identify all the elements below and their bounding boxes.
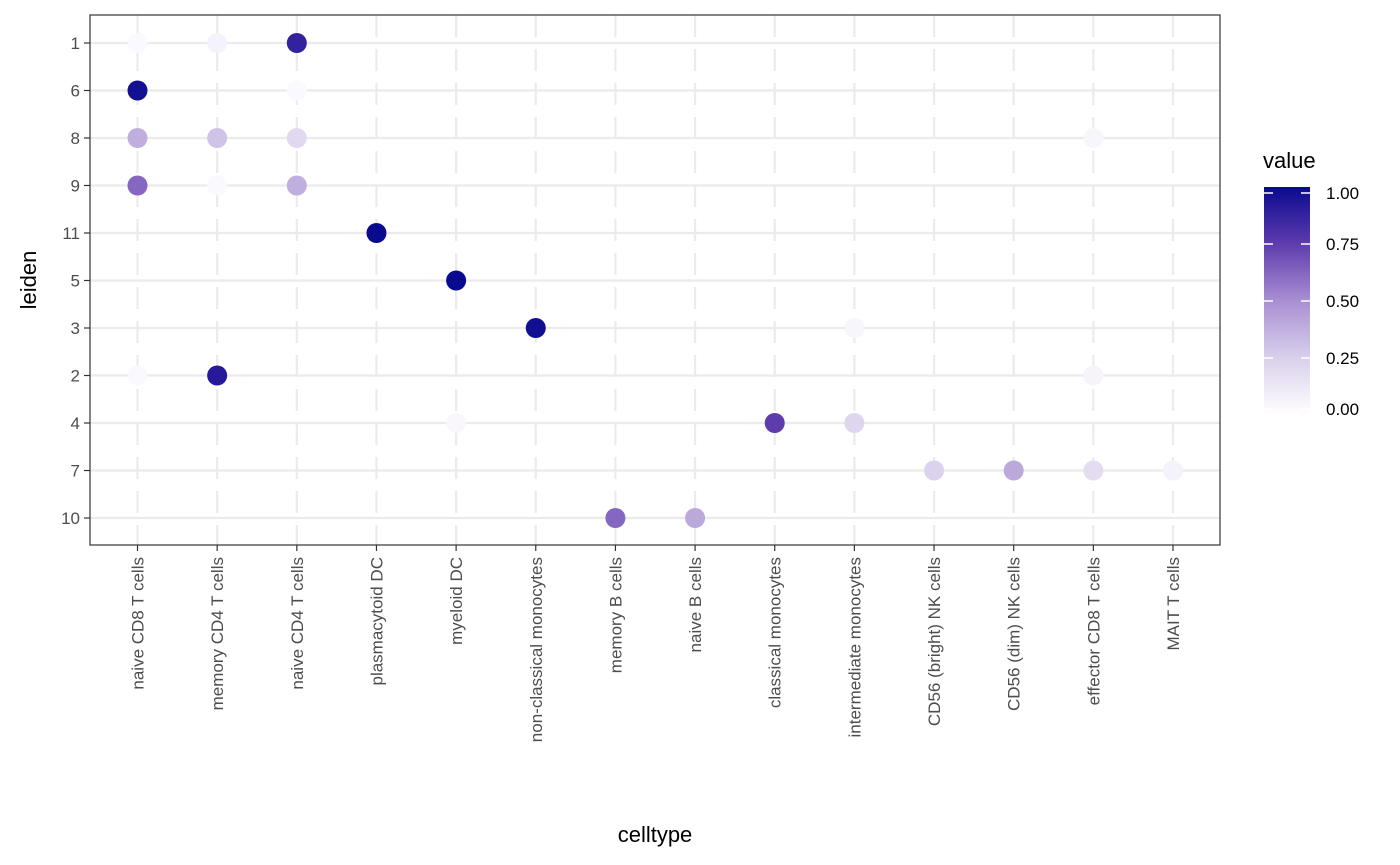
y-tick-label: 3 xyxy=(71,319,80,338)
legend-label: 0.25 xyxy=(1326,349,1359,368)
data-point xyxy=(924,460,945,481)
data-point xyxy=(685,508,706,528)
data-point xyxy=(446,270,467,291)
y-tick-label: 8 xyxy=(71,129,80,148)
data-point xyxy=(207,33,228,53)
grid-lines xyxy=(90,15,1220,545)
x-tick-label: memory CD4 T cells xyxy=(208,557,227,710)
data-point xyxy=(286,80,307,101)
y-tick-label: 1 xyxy=(71,34,80,53)
color-legend: value 0.00 0.25 0.50 0.75 1.00 xyxy=(1263,148,1359,419)
y-tick-label: 10 xyxy=(61,509,80,528)
data-point xyxy=(127,128,148,148)
legend-label: 0.75 xyxy=(1326,235,1359,254)
legend-ticks: 0.00 0.25 0.50 0.75 1.00 xyxy=(1264,184,1359,419)
y-tick-label: 7 xyxy=(71,462,80,481)
x-tick-label: CD56 (dim) NK cells xyxy=(1005,557,1024,711)
x-tick-label: classical monocytes xyxy=(766,557,785,708)
data-point xyxy=(844,413,865,433)
data-point xyxy=(1083,365,1104,386)
x-axis-ticks: naive CD8 T cells memory CD4 T cells naive… xyxy=(129,545,1183,742)
x-tick-label: naive B cells xyxy=(686,557,705,652)
data-points xyxy=(127,33,1183,528)
legend-label: 0.00 xyxy=(1326,400,1359,419)
data-point xyxy=(127,33,148,53)
data-point xyxy=(207,365,228,386)
y-tick-label: 11 xyxy=(62,224,80,243)
legend-title: value xyxy=(1263,148,1316,173)
y-tick-label: 4 xyxy=(71,414,80,433)
legend-label: 0.50 xyxy=(1326,292,1359,311)
data-point xyxy=(1083,128,1104,148)
x-axis-title: celltype xyxy=(618,822,693,847)
y-tick-label: 6 xyxy=(71,82,80,101)
data-point xyxy=(286,175,307,196)
x-tick-label: naive CD4 T cells xyxy=(288,557,307,690)
data-point xyxy=(764,413,785,433)
data-point xyxy=(286,128,307,148)
data-point xyxy=(844,318,865,338)
y-tick-label: 2 xyxy=(71,367,80,386)
data-point xyxy=(207,128,228,148)
x-tick-label: memory B cells xyxy=(606,557,625,673)
data-point xyxy=(605,508,626,528)
data-point xyxy=(1163,460,1183,481)
data-point xyxy=(127,80,148,101)
y-axis-ticks: 1 6 8 9 11 5 3 2 4 7 10 xyxy=(61,34,90,528)
x-tick-label: effector CD8 T cells xyxy=(1084,557,1103,705)
y-tick-label: 5 xyxy=(71,272,80,291)
data-point xyxy=(207,175,228,196)
x-tick-label: intermediate monocytes xyxy=(845,557,864,737)
x-tick-label: non-classical monocytes xyxy=(527,557,546,742)
x-tick-label: MAIT T cells xyxy=(1164,557,1183,651)
x-tick-label: plasmacytoid DC xyxy=(367,557,386,686)
x-tick-label: CD56 (bright) NK cells xyxy=(925,557,944,726)
y-tick-label: 9 xyxy=(71,177,80,196)
x-tick-label: myeloid DC xyxy=(447,557,466,645)
legend-label: 1.00 xyxy=(1326,184,1359,203)
y-axis-title: leiden xyxy=(16,251,41,310)
data-point xyxy=(127,365,148,386)
data-point xyxy=(1083,460,1104,481)
data-point xyxy=(1003,460,1024,481)
data-point xyxy=(127,175,148,196)
data-point xyxy=(286,33,307,53)
data-point xyxy=(446,413,467,433)
x-tick-label: naive CD8 T cells xyxy=(129,557,148,690)
data-point xyxy=(366,223,387,243)
data-point xyxy=(525,318,546,338)
